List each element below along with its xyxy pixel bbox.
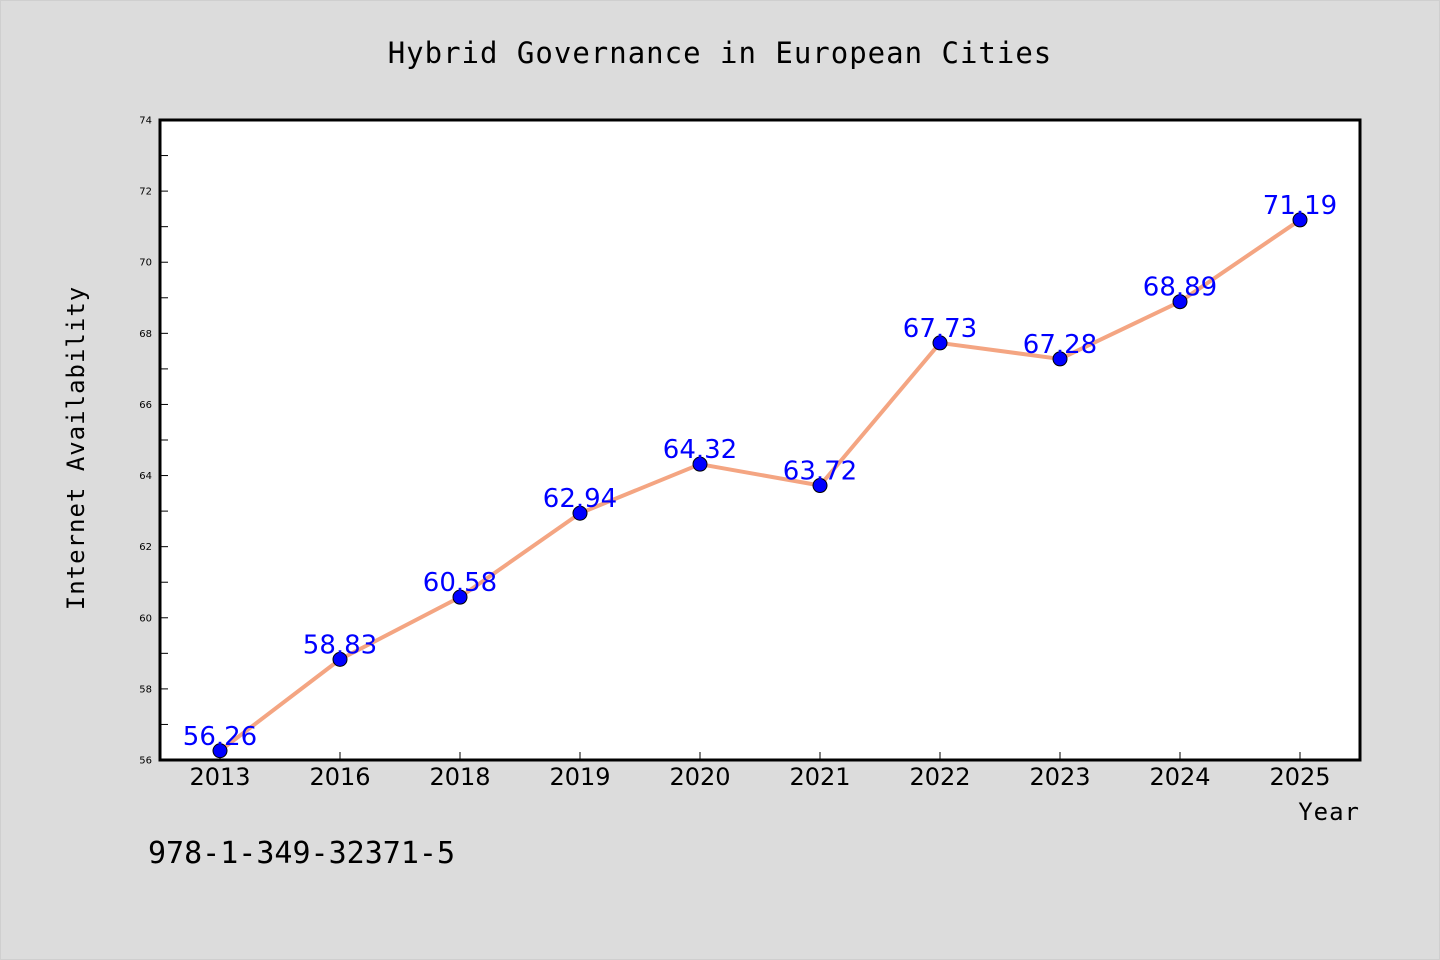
y-tick-label: 60 [139, 613, 152, 624]
y-tick-label: 70 [139, 258, 152, 269]
y-tick-label: 74 [139, 116, 152, 127]
x-tick-label: 2016 [309, 763, 370, 791]
x-tick-label: 2022 [909, 763, 970, 791]
y-tick-label: 68 [139, 329, 152, 340]
y-tick-label: 66 [139, 400, 152, 411]
data-point [452, 589, 468, 605]
data-point [1292, 212, 1308, 228]
data-point [1172, 294, 1188, 310]
data-point [812, 478, 828, 494]
data-label: 63.72 [783, 457, 857, 487]
y-tick-label: 64 [139, 471, 152, 482]
data-label: 60.58 [423, 568, 497, 598]
data-label: 67.73 [903, 314, 977, 344]
x-tick-label: 2023 [1029, 763, 1090, 791]
data-label: 62.94 [543, 484, 617, 514]
footer-text: 978-1-349-32371-5 [148, 836, 455, 871]
data-point [1052, 351, 1068, 367]
x-tick-label: 2025 [1269, 763, 1330, 791]
plot-frame [158, 118, 1362, 762]
series-group: 56.26 58.83 60.58 62.94 64.32 63.72 67.73 67.28… [183, 191, 1337, 759]
chart-title: Hybrid Governance in European Cities [388, 36, 1053, 70]
y-tick-label: 72 [139, 187, 152, 198]
data-point [932, 335, 948, 351]
y-tick-label: 56 [139, 756, 152, 767]
x-tick-label: 2019 [549, 763, 610, 791]
data-point [332, 651, 348, 667]
data-label: 56.26 [183, 722, 257, 752]
series-line [218, 218, 1302, 753]
data-label: 67.28 [1023, 330, 1097, 360]
data-label: 64.32 [663, 435, 737, 465]
data-point [572, 505, 588, 521]
data-label: 68.89 [1143, 273, 1217, 303]
data-label: 71.19 [1263, 191, 1337, 221]
plot-area [160, 120, 1360, 760]
y-axis-label: Internet Availability [62, 286, 90, 610]
x-tick-label: 2018 [429, 763, 490, 791]
x-tick-label: 2020 [669, 763, 730, 791]
x-tick-label: 2024 [1149, 763, 1210, 791]
data-point [212, 743, 228, 759]
x-tick-label: 2021 [789, 763, 850, 791]
x-axis-label: Year [1298, 798, 1360, 826]
y-tick-label: 62 [139, 542, 152, 553]
data-point [692, 456, 708, 472]
x-tick-label: 2013 [189, 763, 250, 791]
data-label: 58.83 [303, 630, 377, 660]
y-tick-label: 58 [139, 684, 152, 695]
